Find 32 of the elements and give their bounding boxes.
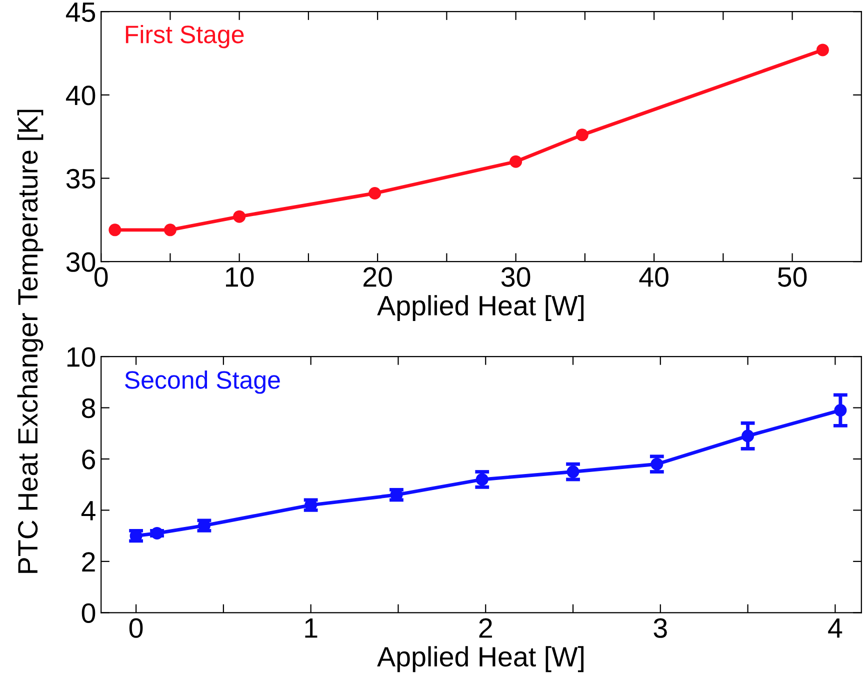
- y-tick-label: 2: [82, 552, 95, 572]
- y-tick-label: 0: [82, 603, 96, 623]
- x-tick-label: 1: [305, 618, 318, 638]
- x-tick-label: 10: [226, 267, 254, 287]
- y-tick-label: 45: [66, 2, 96, 22]
- y-tick-label: 4: [81, 501, 96, 520]
- y-tick-label: 6: [82, 450, 96, 470]
- y-tick-label: 35: [66, 168, 96, 189]
- x-tick-label: 20: [364, 267, 392, 287]
- x-tick-label: 40: [639, 267, 668, 287]
- x-axis-title: Applied Heat [W]: [377, 295, 584, 322]
- x-tick-label: 4: [828, 618, 842, 638]
- x-tick-label: 0: [129, 618, 143, 638]
- point: [164, 224, 176, 236]
- point: [368, 187, 382, 200]
- x-tick-label: 30: [501, 267, 530, 287]
- y-axis-title: PTC Heat Exchanger Temperature [K]: [17, 110, 44, 573]
- point: [233, 210, 246, 223]
- y-tick-label: 10: [67, 347, 96, 367]
- y-tick-label: 40: [66, 86, 96, 106]
- x-tick-label: 3: [654, 618, 667, 638]
- y-tick-label: 8: [82, 398, 96, 418]
- y-tick-label: 30: [66, 252, 96, 272]
- annotation: Second Stage: [125, 370, 280, 394]
- x-tick-label: 2: [479, 618, 492, 638]
- point: [816, 44, 829, 56]
- point: [510, 155, 522, 168]
- point: [108, 224, 122, 236]
- point: [576, 128, 588, 142]
- x-tick-label: 50: [778, 267, 807, 287]
- annotation: First Stage: [126, 24, 244, 48]
- x-axis-title: Applied Heat [W]: [377, 646, 584, 672]
